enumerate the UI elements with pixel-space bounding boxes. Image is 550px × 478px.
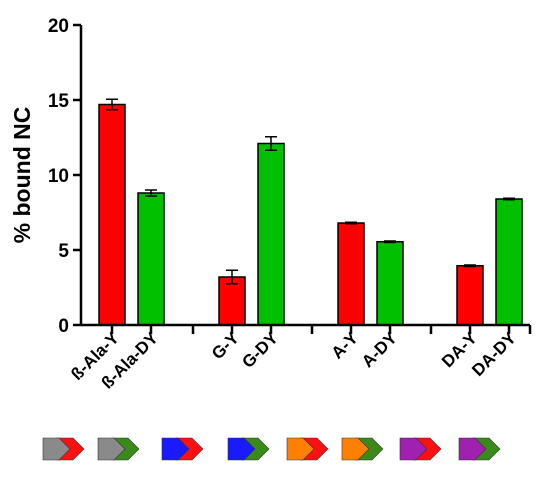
chevron-front xyxy=(227,437,256,461)
y-axis: 0 5 10 15 20 xyxy=(48,16,83,337)
chevron-front xyxy=(399,437,428,461)
chevron-front xyxy=(458,437,487,461)
x-axis: ß-Ala-Yß-Ala-DY G-YG-DY A-YA-DY DA-YDA-DY xyxy=(67,323,532,393)
y-tick-label: 0 xyxy=(58,316,69,337)
y-tick-label: 10 xyxy=(48,166,69,187)
bars xyxy=(98,98,523,326)
bar xyxy=(376,241,404,326)
bar xyxy=(137,192,165,326)
bar xyxy=(337,222,365,326)
bar xyxy=(495,198,523,326)
chevron-icon xyxy=(286,437,329,461)
bar xyxy=(98,103,126,326)
y-axis-label: % bound NC xyxy=(9,107,35,244)
chevron-icon xyxy=(458,437,501,461)
x-tick-label: DA-DY xyxy=(468,328,520,380)
y-tick-label: 20 xyxy=(48,16,69,37)
chevron-front xyxy=(341,437,370,461)
chevron-icon xyxy=(97,437,140,461)
legend-icons xyxy=(42,437,501,461)
chevron-icon xyxy=(42,437,85,461)
x-tick-label: G-DY xyxy=(238,328,282,372)
chevron-front xyxy=(161,437,190,461)
y-tick-label: 5 xyxy=(58,241,69,262)
bar xyxy=(257,142,285,326)
chevron-front xyxy=(42,437,71,461)
y-tick-label: 15 xyxy=(48,91,70,112)
chevron-icon xyxy=(341,437,384,461)
chevron-front xyxy=(286,437,315,461)
chevron-front xyxy=(97,437,126,461)
bar xyxy=(456,265,484,326)
chevron-icon xyxy=(399,437,442,461)
chevron-icon xyxy=(161,437,204,461)
chevron-icon xyxy=(227,437,270,461)
bar xyxy=(218,276,246,326)
x-tick-label: A-DY xyxy=(358,328,401,371)
